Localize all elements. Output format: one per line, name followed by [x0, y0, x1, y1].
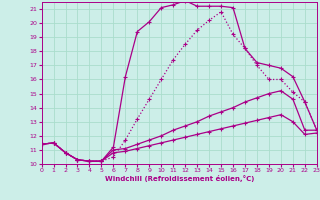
X-axis label: Windchill (Refroidissement éolien,°C): Windchill (Refroidissement éolien,°C)	[105, 175, 254, 182]
